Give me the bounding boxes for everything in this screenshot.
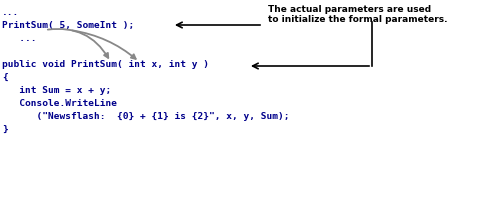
- Text: int Sum = x + y;: int Sum = x + y;: [2, 86, 111, 95]
- Text: }: }: [2, 125, 8, 134]
- Text: ("Newsflash:  {0} + {1} is {2}", x, y, Sum);: ("Newsflash: {0} + {1} is {2}", x, y, Su…: [2, 112, 289, 121]
- Text: {: {: [2, 73, 8, 82]
- Text: ...: ...: [2, 8, 19, 17]
- Text: to initialize the formal parameters.: to initialize the formal parameters.: [268, 15, 447, 24]
- Text: PrintSum( 5, SomeInt );: PrintSum( 5, SomeInt );: [2, 21, 134, 30]
- Text: Console.WriteLine: Console.WriteLine: [2, 99, 117, 108]
- Text: ...: ...: [2, 34, 37, 43]
- Text: The actual parameters are used: The actual parameters are used: [268, 5, 431, 14]
- Text: public void PrintSum( int x, int y ): public void PrintSum( int x, int y ): [2, 60, 209, 69]
